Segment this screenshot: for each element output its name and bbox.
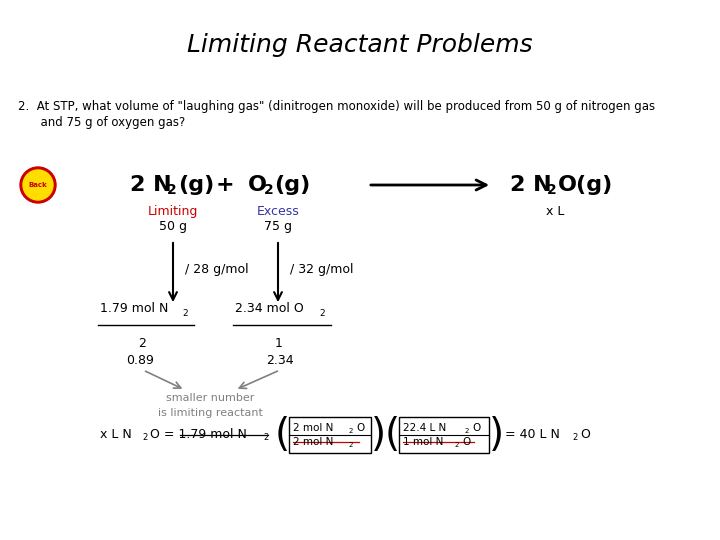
- Text: 2 mol N: 2 mol N: [293, 423, 333, 433]
- Circle shape: [20, 167, 56, 203]
- Text: 2: 2: [319, 309, 325, 318]
- Text: 2: 2: [182, 309, 188, 318]
- Text: Limiting Reactant Problems: Limiting Reactant Problems: [187, 33, 533, 57]
- Text: 2.34: 2.34: [266, 354, 294, 367]
- Text: 50 g: 50 g: [159, 220, 187, 233]
- Text: O: O: [472, 423, 480, 433]
- Text: 2 N: 2 N: [510, 175, 552, 195]
- Text: 2: 2: [263, 434, 269, 442]
- Text: ): ): [489, 416, 504, 454]
- Text: / 28 g/mol: / 28 g/mol: [185, 264, 248, 276]
- Text: Limiting: Limiting: [148, 205, 198, 218]
- Text: 2: 2: [465, 428, 469, 434]
- Text: 1.79 mol N: 1.79 mol N: [100, 302, 168, 315]
- Circle shape: [23, 170, 53, 200]
- Text: 75 g: 75 g: [264, 220, 292, 233]
- Text: 2: 2: [547, 183, 557, 197]
- Text: (g): (g): [178, 175, 215, 195]
- Text: O(g): O(g): [558, 175, 613, 195]
- Text: O: O: [248, 175, 267, 195]
- Text: (: (: [275, 416, 290, 454]
- Text: Back: Back: [29, 182, 48, 188]
- Text: (g): (g): [274, 175, 310, 195]
- Text: 0.89: 0.89: [126, 354, 154, 367]
- FancyBboxPatch shape: [289, 417, 371, 453]
- Text: = 40 L N: = 40 L N: [505, 429, 560, 442]
- Text: 2 N: 2 N: [130, 175, 171, 195]
- Text: 2: 2: [572, 434, 577, 442]
- Text: 2: 2: [349, 442, 354, 448]
- Text: 2: 2: [167, 183, 176, 197]
- Text: 2.  At STP, what volume of "laughing gas" (dinitrogen monoxide) will be produced: 2. At STP, what volume of "laughing gas"…: [18, 100, 655, 113]
- Text: 2.34 mol O: 2.34 mol O: [235, 302, 304, 315]
- Text: x L N: x L N: [100, 429, 132, 442]
- Text: x L: x L: [546, 205, 564, 218]
- Text: 2: 2: [142, 434, 148, 442]
- Text: 22.4 L N: 22.4 L N: [403, 423, 446, 433]
- Text: is limiting reactant: is limiting reactant: [158, 408, 262, 418]
- Text: ): ): [371, 416, 386, 454]
- Text: 1 mol N: 1 mol N: [403, 437, 444, 447]
- FancyBboxPatch shape: [399, 417, 489, 453]
- Text: 2: 2: [138, 337, 146, 350]
- Text: +: +: [216, 175, 234, 195]
- Text: O: O: [356, 423, 364, 433]
- Text: Excess: Excess: [256, 205, 300, 218]
- Text: and 75 g of oxygen gas?: and 75 g of oxygen gas?: [18, 116, 185, 129]
- Text: O: O: [580, 429, 590, 442]
- Text: 2: 2: [455, 442, 459, 448]
- Text: O: O: [462, 437, 470, 447]
- Text: (: (: [385, 416, 400, 454]
- Text: smaller number: smaller number: [166, 393, 254, 403]
- Text: 2 mol N: 2 mol N: [293, 437, 333, 447]
- Text: 2: 2: [264, 183, 274, 197]
- Text: / 32 g/mol: / 32 g/mol: [290, 264, 354, 276]
- Text: 1: 1: [275, 337, 283, 350]
- Text: 2: 2: [349, 428, 354, 434]
- Text: O = 1.79 mol N: O = 1.79 mol N: [150, 429, 247, 442]
